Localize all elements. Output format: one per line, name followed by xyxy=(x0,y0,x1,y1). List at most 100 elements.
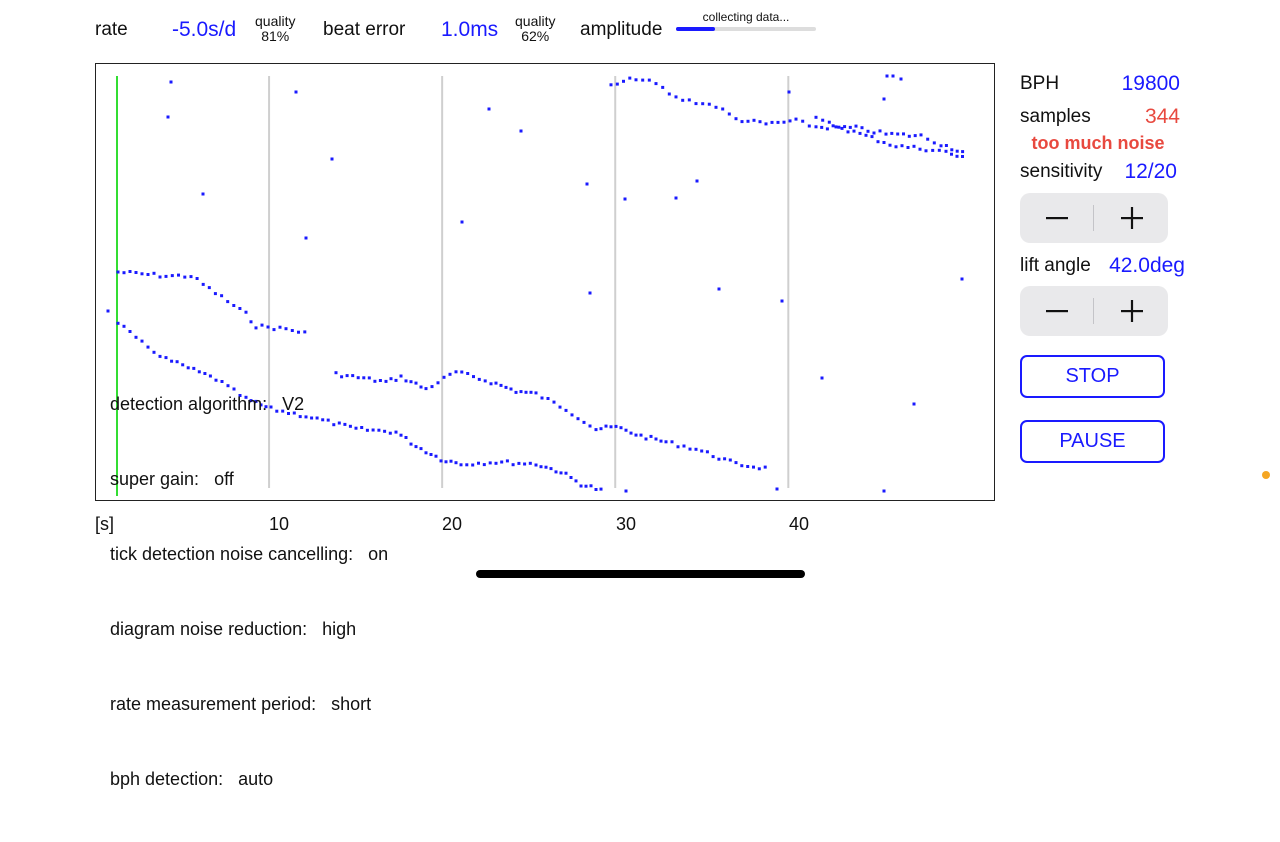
beat-point xyxy=(876,140,880,144)
beat-point xyxy=(362,376,366,380)
beat-point xyxy=(728,458,732,462)
beat-point xyxy=(290,329,294,332)
beat-point xyxy=(860,126,864,130)
beat-point xyxy=(866,129,870,133)
home-indicator[interactable] xyxy=(476,570,805,578)
beat-point xyxy=(882,97,886,101)
beat-point xyxy=(846,130,850,134)
beat-point xyxy=(599,487,603,491)
beat-point xyxy=(482,463,486,467)
beat-point xyxy=(152,271,156,275)
beat-point xyxy=(287,412,290,415)
beat-point xyxy=(409,442,413,446)
overlay-label: detection algorithm: xyxy=(110,394,268,414)
beat-point xyxy=(354,426,358,430)
beat-point xyxy=(259,403,263,407)
beat-point xyxy=(654,82,658,86)
x-tick-30: 30 xyxy=(616,514,637,534)
beat-point xyxy=(837,125,841,129)
beat-point xyxy=(201,282,205,286)
lift-angle-increase-button[interactable] xyxy=(1095,286,1168,336)
sensitivity-increase-button[interactable] xyxy=(1095,193,1168,243)
beat-point xyxy=(639,433,643,437)
beat-point xyxy=(471,463,475,467)
overlay-row-bph-detection: bph detection: auto xyxy=(110,767,388,792)
beat-point xyxy=(950,152,953,156)
beat-point xyxy=(734,117,738,121)
beat-point xyxy=(442,375,446,379)
beat-point xyxy=(519,129,523,133)
beat-point xyxy=(436,381,440,385)
beat-point xyxy=(552,400,556,404)
beat-point xyxy=(269,405,273,409)
sensitivity-decrease-button[interactable] xyxy=(1020,193,1093,243)
beat-point xyxy=(752,118,756,122)
bph-value: 19800 xyxy=(1121,72,1180,95)
lift-angle-value: 42.0deg xyxy=(1109,254,1185,277)
beat-point xyxy=(546,397,550,400)
beat-point xyxy=(926,137,930,141)
beat-point xyxy=(292,411,296,415)
beat-point xyxy=(757,467,761,471)
status-dot xyxy=(1262,471,1270,479)
stepper-divider xyxy=(1093,205,1094,231)
beat-point xyxy=(360,426,364,429)
rate-label: rate xyxy=(95,19,128,40)
beat-point xyxy=(460,220,464,224)
beat-point xyxy=(894,145,898,149)
beat-point xyxy=(544,465,548,469)
beat-point xyxy=(907,134,911,138)
beat-point xyxy=(647,78,651,82)
beat-point xyxy=(189,275,193,279)
beat-point xyxy=(807,124,811,128)
beat-point xyxy=(330,157,334,161)
beat-point xyxy=(890,131,894,135)
beat-point xyxy=(885,74,889,78)
beat-point xyxy=(888,143,892,147)
beat-point xyxy=(343,422,347,426)
beat-point xyxy=(371,428,375,432)
beat-point xyxy=(310,416,314,420)
beat-point xyxy=(459,463,463,467)
beat-point xyxy=(404,379,408,383)
beat-point xyxy=(192,366,196,370)
beat-point xyxy=(664,440,668,444)
beat-point xyxy=(472,375,475,379)
overlay-label: diagram noise reduction: xyxy=(110,619,308,639)
beat-point xyxy=(399,374,403,378)
beat-point xyxy=(694,447,698,451)
beat-point xyxy=(674,95,678,99)
rate-quality: quality 81% xyxy=(255,14,295,44)
beat-point xyxy=(864,133,868,137)
beat-point xyxy=(220,380,224,383)
beat-point xyxy=(158,275,162,279)
stepper-divider xyxy=(1093,298,1094,324)
stop-button[interactable]: STOP xyxy=(1020,355,1165,398)
pause-button[interactable]: PAUSE xyxy=(1020,420,1165,463)
beat-quality-label: quality xyxy=(515,13,556,29)
beat-point xyxy=(449,459,453,463)
beat-point xyxy=(384,379,388,383)
beat-point xyxy=(494,381,498,385)
beat-point xyxy=(924,149,928,153)
beat-point xyxy=(717,457,721,461)
beat-point xyxy=(700,449,704,453)
overlay-value: high xyxy=(322,619,357,639)
beat-point xyxy=(304,236,308,240)
beat-point xyxy=(900,144,904,148)
beat-point xyxy=(164,356,168,360)
beat-point xyxy=(723,457,727,461)
beat-point xyxy=(609,425,613,429)
lift-angle-decrease-button[interactable] xyxy=(1020,286,1093,336)
beat-point xyxy=(896,132,900,136)
beat-point xyxy=(564,471,568,475)
beat-point xyxy=(466,372,470,375)
beat-point xyxy=(232,304,236,307)
beat-point xyxy=(634,433,638,437)
beat-point xyxy=(419,447,423,451)
bph-label: BPH xyxy=(1020,73,1060,94)
beat-point xyxy=(177,273,180,277)
beat-point xyxy=(770,120,774,124)
beat-point xyxy=(483,379,487,383)
beat-point xyxy=(367,376,371,380)
